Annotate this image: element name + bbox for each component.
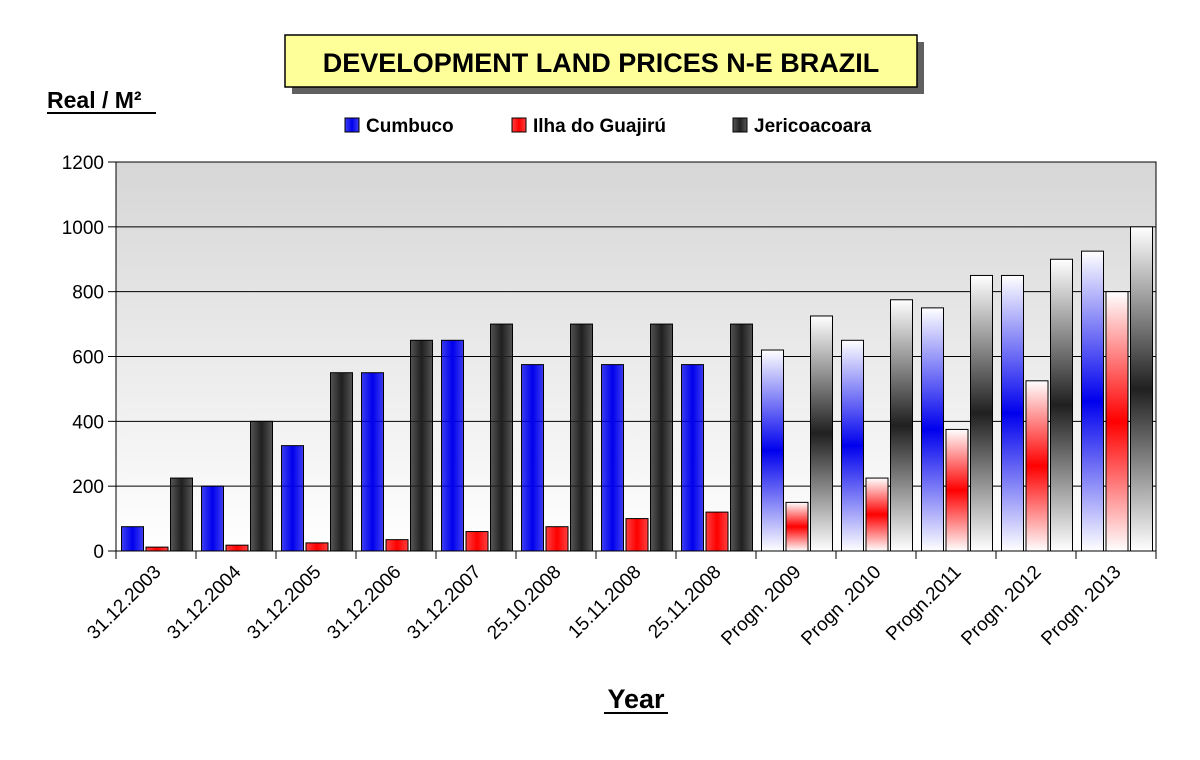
- bar-cumbuco-10: [921, 307, 944, 552]
- y-tick-label: 1200: [62, 153, 104, 174]
- legend: Cumbuco Ilha do Guajirú Jericoacoara: [344, 116, 872, 137]
- y-tick-label: 0: [93, 542, 104, 563]
- bar-ilha-do-guajir--7: [705, 511, 729, 552]
- y-tick-label: 1000: [62, 218, 104, 239]
- x-tick-label: Progn.2011: [882, 562, 965, 645]
- bar-cumbuco-5: [521, 364, 544, 552]
- bar-jericoacoara-6: [650, 323, 673, 552]
- bar-jericoacoara-0: [170, 477, 193, 552]
- x-tick-label: 31.12.2006: [323, 562, 405, 644]
- x-tick-label: Progn. 2012: [957, 562, 1045, 650]
- bar-ilha-do-guajir--9: [865, 477, 889, 552]
- bar-jericoacoara-10: [970, 274, 993, 552]
- bar-jericoacoara-1: [250, 420, 273, 552]
- x-axis-title: Year: [607, 684, 665, 714]
- y-axis-ticks: 0 200 400 600 800 1000 1200: [62, 153, 116, 563]
- x-axis-ticks: 31.12.200331.12.200431.12.200531.12.2006…: [83, 551, 1157, 650]
- legend-swatch: [732, 117, 748, 133]
- bar-cumbuco-4: [441, 339, 464, 552]
- legend-label: Jericoacoara: [754, 116, 872, 137]
- bar-ilha-do-guajir--5: [545, 526, 569, 552]
- x-tick-label: 15.11.2008: [564, 562, 645, 643]
- bar-jericoacoara-11: [1050, 258, 1073, 552]
- bar-cumbuco-11: [1001, 274, 1024, 552]
- bar-ilha-do-guajir--10: [945, 428, 969, 552]
- y-tick-label: 400: [72, 412, 104, 433]
- x-tick-label: 31.12.2005: [243, 562, 325, 644]
- x-tick-label: 25.11.2008: [644, 562, 725, 643]
- bar-ilha-do-guajir--8: [785, 501, 809, 552]
- bar-jericoacoara-7: [730, 323, 753, 552]
- bar-jericoacoara-8: [810, 315, 833, 552]
- bar-ilha-do-guajir--2: [305, 542, 329, 552]
- bar-cumbuco-0: [121, 526, 144, 552]
- bar-jericoacoara-9: [890, 299, 913, 552]
- bar-ilha-do-guajir--11: [1025, 380, 1049, 552]
- legend-label: Cumbuco: [366, 116, 454, 137]
- bar-cumbuco-1: [201, 485, 224, 552]
- bar-ilha-do-guajir--6: [625, 518, 649, 552]
- bar-jericoacoara-3: [410, 339, 433, 552]
- bar-ilha-do-guajir--12: [1105, 291, 1129, 552]
- bars: [121, 226, 1153, 552]
- bar-cumbuco-3: [361, 372, 384, 552]
- bar-cumbuco-6: [601, 364, 624, 552]
- x-tick-label: Progn .2010: [797, 562, 885, 650]
- legend-label: Ilha do Guajirú: [533, 116, 666, 137]
- y-tick-label: 800: [72, 283, 104, 304]
- x-tick-label: 31.12.2007: [403, 562, 485, 644]
- bar-jericoacoara-4: [490, 323, 513, 552]
- bar-cumbuco-12: [1081, 250, 1104, 552]
- x-tick-label: 31.12.2003: [83, 562, 165, 644]
- x-tick-label: 31.12.2004: [163, 561, 245, 643]
- bar-ilha-do-guajir--4: [465, 531, 489, 552]
- legend-swatch: [511, 117, 527, 133]
- bar-jericoacoara-2: [330, 372, 353, 552]
- x-tick-label: Progn. 2013: [1037, 562, 1125, 650]
- bar-cumbuco-7: [681, 364, 704, 552]
- bar-cumbuco-2: [281, 445, 304, 552]
- bar-cumbuco-9: [841, 339, 864, 552]
- chart-title-box: DEVELOPMENT LAND PRICES N-E BRAZIL: [284, 34, 924, 94]
- bar-jericoacoara-5: [570, 323, 593, 552]
- bar-ilha-do-guajir--1: [225, 544, 249, 552]
- legend-swatch: [344, 117, 360, 133]
- y-tick-label: 600: [72, 348, 104, 369]
- bar-ilha-do-guajir--3: [385, 539, 409, 552]
- x-tick-label: Progn. 2009: [717, 562, 805, 650]
- bar-cumbuco-8: [761, 349, 784, 552]
- bar-ilha-do-guajir--0: [145, 546, 169, 552]
- y-axis-title: Real / M²: [47, 87, 142, 113]
- x-tick-label: 25.10.2008: [483, 562, 565, 644]
- bar-jericoacoara-12: [1130, 226, 1153, 552]
- chart-title: DEVELOPMENT LAND PRICES N-E BRAZIL: [323, 48, 880, 78]
- y-tick-label: 200: [72, 477, 104, 498]
